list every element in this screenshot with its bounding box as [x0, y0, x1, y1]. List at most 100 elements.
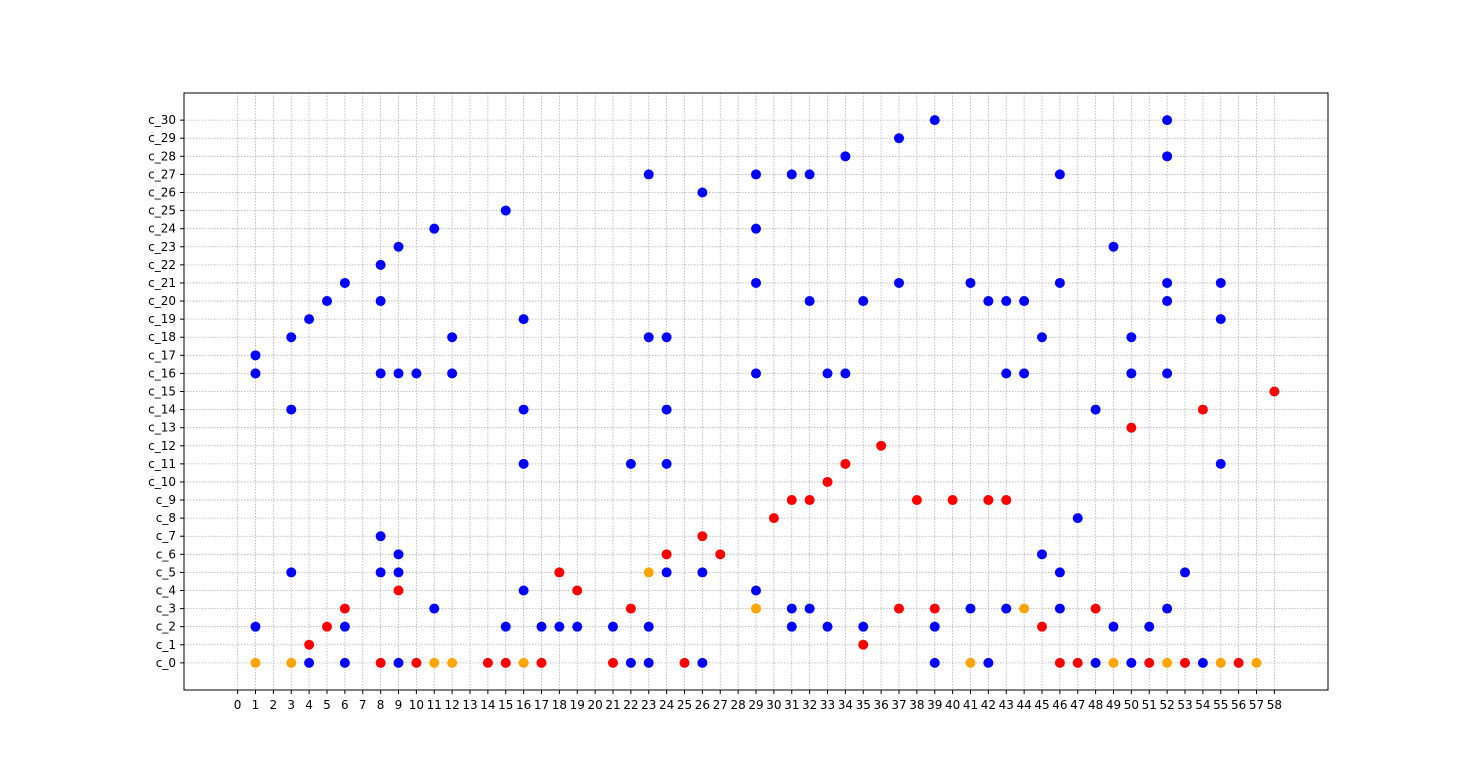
- data-point: [554, 621, 565, 632]
- data-point: [304, 657, 315, 668]
- data-point: [1162, 151, 1173, 162]
- data-point: [751, 169, 761, 180]
- data-point: [983, 495, 994, 506]
- data-point: [1197, 657, 1208, 668]
- x-tick-label: 49: [1106, 698, 1121, 712]
- data-point: [286, 404, 297, 415]
- y-tick-label: c_5: [156, 565, 176, 579]
- data-point: [929, 621, 940, 632]
- x-tick-label: 37: [891, 698, 906, 712]
- data-point: [375, 567, 386, 578]
- series-1: [304, 386, 1280, 668]
- data-point: [518, 458, 529, 469]
- y-tick-label: c_14: [148, 403, 176, 417]
- data-point: [894, 277, 904, 288]
- data-point: [518, 585, 529, 596]
- y-tick-label: c_23: [148, 240, 176, 254]
- x-tick-label: 56: [1231, 698, 1246, 712]
- data-point: [322, 296, 332, 307]
- data-point: [1180, 657, 1190, 668]
- data-point: [447, 657, 458, 668]
- data-point: [286, 657, 297, 668]
- data-point: [929, 603, 940, 614]
- data-point: [983, 657, 994, 668]
- data-point: [1037, 332, 1047, 343]
- data-point: [965, 603, 976, 614]
- data-point: [339, 277, 350, 288]
- data-point: [608, 621, 618, 632]
- data-point: [822, 368, 833, 379]
- y-tick-label: c_17: [148, 348, 176, 362]
- x-tick-label: 38: [909, 698, 924, 712]
- data-point: [822, 621, 833, 632]
- data-point: [1001, 368, 1012, 379]
- data-point: [751, 277, 761, 288]
- x-tick-label: 42: [981, 698, 996, 712]
- y-tick-label: c_3: [156, 602, 176, 616]
- data-point: [1108, 657, 1119, 668]
- x-tick-label: 12: [444, 698, 459, 712]
- data-point: [250, 621, 261, 632]
- data-point: [375, 368, 386, 379]
- y-tick-label: c_11: [148, 457, 176, 471]
- data-point: [1269, 386, 1280, 397]
- y-tick-label: c_30: [148, 113, 176, 127]
- x-tick-label: 29: [748, 698, 763, 712]
- data-point: [1072, 657, 1083, 668]
- x-tick-label: 4: [305, 698, 313, 712]
- data-point: [1108, 241, 1119, 252]
- data-point: [786, 621, 797, 632]
- data-point: [1037, 549, 1047, 560]
- data-point: [947, 495, 958, 506]
- data-point: [894, 603, 904, 614]
- x-tick-label: 7: [359, 698, 367, 712]
- data-point: [429, 603, 440, 614]
- data-point: [1144, 657, 1155, 668]
- y-axis-ticks: c_0 c_1 c_2 c_3 c_4 c_5 c_6 c_7 c_8 c_9 c_10 c_11 c_…: [148, 113, 184, 670]
- data-point: [1126, 368, 1137, 379]
- data-point: [643, 332, 654, 343]
- x-tick-label: 57: [1249, 698, 1264, 712]
- data-point: [751, 585, 761, 596]
- y-tick-label: c_10: [148, 475, 176, 489]
- x-tick-label: 48: [1088, 698, 1103, 712]
- x-tick-label: 8: [377, 698, 385, 712]
- data-point: [715, 549, 726, 560]
- data-point: [858, 296, 869, 307]
- x-tick-label: 27: [713, 698, 728, 712]
- data-point: [697, 187, 708, 198]
- y-tick-label: c_28: [148, 149, 176, 163]
- data-point: [393, 368, 404, 379]
- data-point: [375, 296, 386, 307]
- data-point: [1001, 603, 1012, 614]
- x-tick-label: 30: [766, 698, 781, 712]
- data-point: [518, 314, 529, 325]
- series-2: [250, 567, 1262, 668]
- data-point: [286, 332, 297, 343]
- data-point: [1162, 603, 1173, 614]
- x-tick-label: 2: [270, 698, 278, 712]
- x-tick-label: 44: [1016, 698, 1031, 712]
- data-point: [625, 603, 636, 614]
- x-tick-label: 33: [820, 698, 835, 712]
- y-tick-label: c_27: [148, 167, 176, 181]
- x-tick-label: 16: [516, 698, 531, 712]
- data-point: [643, 169, 654, 180]
- x-axis-ticks: 0 1 2 3 4 5 6 7 8 9 10 11 12 13 14 15 16 17 18 19 20 21 22 23 24…: [234, 690, 1282, 712]
- data-point: [661, 404, 672, 415]
- data-point: [500, 621, 511, 632]
- x-tick-label: 15: [498, 698, 513, 712]
- data-point: [1215, 314, 1226, 325]
- x-tick-label: 28: [730, 698, 745, 712]
- data-point: [697, 567, 708, 578]
- x-tick-label: 39: [927, 698, 942, 712]
- y-tick-label: c_7: [156, 529, 176, 543]
- y-tick-label: c_4: [156, 584, 176, 598]
- data-point: [250, 350, 261, 361]
- x-tick-label: 24: [659, 698, 674, 712]
- data-point: [786, 603, 797, 614]
- data-point: [804, 495, 815, 506]
- x-tick-label: 11: [427, 698, 442, 712]
- data-point: [1090, 657, 1101, 668]
- x-tick-label: 20: [587, 698, 602, 712]
